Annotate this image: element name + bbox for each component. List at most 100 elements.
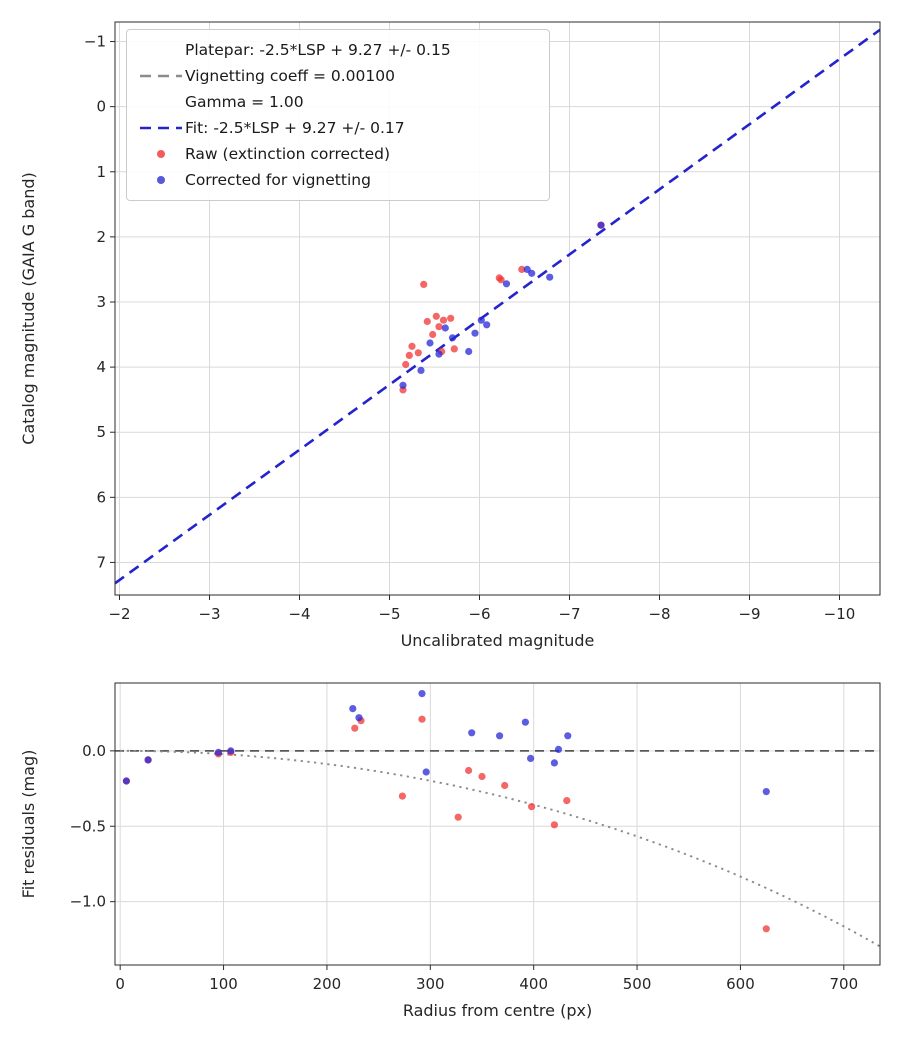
x-tick-label: −4 [288, 605, 310, 623]
series-corrected-for-vignetting [399, 221, 605, 389]
y-tick-label: −0.5 [70, 817, 106, 835]
scatter-point [501, 781, 509, 790]
axes-spine [114, 682, 881, 966]
legend-item-platepar: Platepar: -2.5*LSP + 9.27 +/- 0.15 Vigne… [137, 37, 527, 115]
raw-series-label: Raw (extinction corrected) [185, 145, 391, 163]
scatter-point [399, 381, 407, 389]
scatter-point [420, 280, 428, 288]
scatter-point [496, 732, 504, 740]
scatter-point [349, 705, 357, 713]
scatter-point [422, 768, 430, 776]
x-tick-label: 500 [623, 975, 652, 993]
scatter-point [432, 312, 440, 320]
scatter-point [518, 265, 526, 273]
scatter-point [423, 317, 431, 326]
x-tick-label: 300 [416, 975, 445, 993]
corrected-series-label: Corrected for vignetting [185, 171, 371, 189]
series-raw-residuals [122, 715, 770, 933]
scatter-point [435, 323, 443, 331]
x-tick-label: 200 [313, 975, 342, 993]
scatter-point [447, 314, 455, 322]
scatter-point [497, 276, 505, 284]
series-corrected-residuals [122, 690, 770, 796]
corrected-dot-symbol [137, 176, 185, 184]
x-tick-label: 0 [115, 975, 125, 993]
scatter-point [477, 316, 485, 324]
axes-spine [114, 21, 881, 596]
y-tick-label: 2 [96, 228, 106, 246]
gamma-text: Gamma = 1.00 [185, 93, 304, 111]
x-tick-label: 700 [829, 975, 858, 993]
scatter-point [398, 792, 406, 800]
series-raw-extinction-corrected [399, 221, 605, 394]
scatter-point [144, 756, 152, 764]
y-tick-label: −1.0 [70, 893, 106, 911]
scatter-point [528, 269, 536, 277]
x-tick-label: −8 [648, 605, 670, 623]
fit-line [115, 28, 880, 585]
x-tick-label: −9 [738, 605, 760, 623]
fit-dashed-line-symbol [137, 125, 185, 131]
x-tick-label: −7 [558, 605, 580, 623]
legend-item-raw: Raw (extinction corrected) [137, 141, 527, 167]
platepar-equation: Platepar: -2.5*LSP + 9.27 +/- 0.15 [185, 41, 451, 59]
x-tick-label: −5 [378, 605, 400, 623]
scatter-point [414, 349, 422, 357]
blue-dot-icon [157, 176, 165, 184]
scatter-point [550, 759, 559, 767]
scatter-point [351, 724, 359, 732]
legend-text-platepar: Platepar: -2.5*LSP + 9.27 +/- 0.15 Vigne… [185, 37, 451, 115]
scatter-point [546, 273, 554, 281]
x-axis-label: Uncalibrated magnitude [401, 631, 595, 650]
scatter-point [554, 745, 563, 754]
scatter-point [521, 718, 530, 726]
scatter-point [502, 280, 511, 288]
scatter-point [563, 797, 571, 805]
scatter-point [564, 732, 572, 740]
scatter-point [227, 747, 235, 755]
vignetting-model-curve [120, 749, 880, 948]
vignetting-coeff-text: Vignetting coeff = 0.00100 [185, 67, 395, 85]
scatter-point [214, 748, 222, 757]
residuals-chart: 0 100 200 300 400 500 600 700 0.0 −0.5 −1.0 Radius … [19, 682, 881, 1020]
scatter-point [402, 360, 410, 369]
x-tick-label: −3 [198, 605, 220, 623]
scatter-point [405, 351, 413, 359]
scatter-point [478, 772, 486, 781]
y-axis-label: Fit residuals (mag) [19, 750, 38, 899]
y-tick-label: 0 [96, 98, 106, 116]
legend: Platepar: -2.5*LSP + 9.27 +/- 0.15 Vigne… [126, 29, 550, 201]
legend-item-corrected: Corrected for vignetting [137, 167, 527, 193]
platepar-dashed-line-symbol [137, 73, 185, 79]
scatter-point [429, 330, 437, 339]
legend-text-corrected: Corrected for vignetting [185, 167, 371, 193]
scatter-point [450, 345, 458, 353]
scatter-point [418, 690, 426, 698]
red-dot-icon [157, 150, 165, 158]
fit-equation: Fit: -2.5*LSP + 9.27 +/- 0.17 [185, 119, 405, 137]
y-tick-label: 1 [96, 163, 106, 181]
x-tick-label: 400 [519, 975, 548, 993]
y-tick-label: 5 [96, 423, 106, 441]
scatter-point [597, 221, 605, 229]
scatter-point [426, 339, 434, 347]
y-tick-label: 4 [96, 358, 106, 376]
scatter-point [483, 321, 491, 329]
gray-dashed-line-icon [140, 74, 182, 78]
y-tick-label: −1 [84, 33, 106, 51]
scatter-point [471, 329, 479, 337]
y-axis-label: Catalog magnitude (GAIA G band) [19, 172, 38, 444]
y-tick-label: 3 [96, 293, 106, 311]
scatter-point [417, 366, 425, 374]
scatter-point [448, 334, 457, 342]
scatter-point [418, 715, 426, 723]
scatter-point [439, 316, 448, 324]
scatter-point [762, 788, 770, 796]
x-tick-label: 100 [209, 975, 238, 993]
scatter-point [528, 803, 536, 811]
scatter-point [465, 766, 473, 775]
x-axis-label: Radius from centre (px) [403, 1001, 592, 1020]
scatter-point [550, 821, 559, 829]
